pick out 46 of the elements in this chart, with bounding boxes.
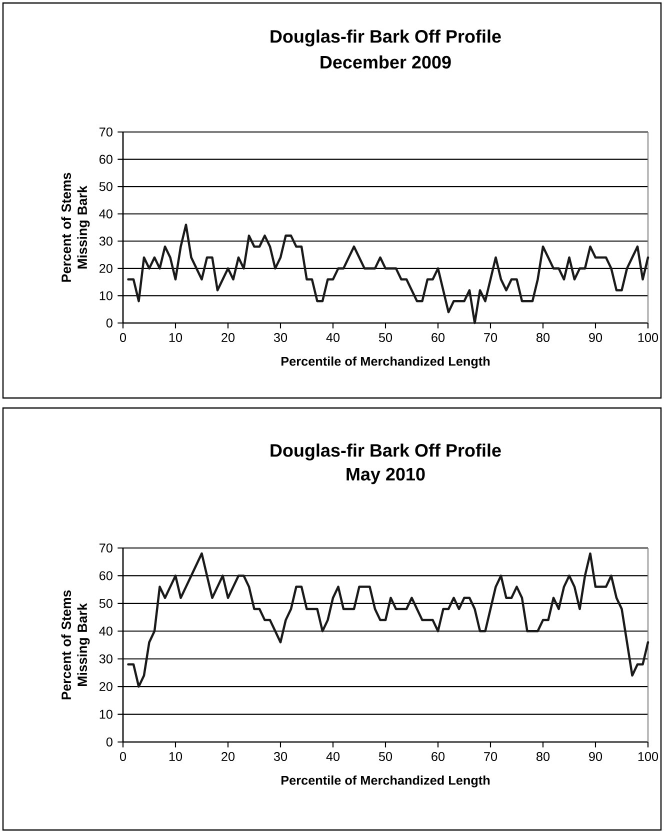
x-tick-label: 100	[638, 333, 658, 342]
y-tick-label: 50	[99, 182, 112, 192]
x-tick-label: 10	[169, 333, 182, 342]
x-tick-label: 30	[274, 333, 288, 342]
x-tick-label: 50	[378, 752, 392, 762]
x-tick-label: 100	[638, 752, 658, 762]
x-tick-label: 60	[432, 333, 445, 342]
chart-title: Douglas-fir Bark Off Profile	[270, 30, 501, 46]
y-tick-label: 70	[100, 544, 112, 552]
x-tick-label: 50	[378, 333, 392, 342]
y-axis-title: Percent of Stems Missing Bark	[61, 172, 90, 282]
x-tick-label: 90	[589, 752, 602, 762]
x-tick-label: 20	[222, 752, 235, 762]
y-tick-label: 0	[106, 738, 112, 746]
chart-subtitle: December 2009	[320, 55, 451, 69]
x-tick-label: 30	[274, 752, 288, 762]
x-tick-label: 80	[536, 333, 550, 342]
y-tick-label: 40	[99, 626, 112, 636]
y-tick-label: 20	[99, 264, 112, 273]
y-tick-label: 40	[99, 209, 112, 218]
x-axis-title: Percentile of Merchandized Length	[281, 356, 490, 368]
chart-subtitle: May 2010	[346, 468, 425, 484]
y-tick-label: 30	[99, 236, 112, 246]
x-tick-label: 10	[169, 752, 182, 762]
y-tick-label: 20	[99, 682, 112, 692]
x-tick-label: 20	[222, 333, 235, 342]
y-tick-label: 60	[100, 571, 112, 580]
x-tick-label: 60	[432, 752, 445, 762]
x-tick-label: 0	[120, 333, 126, 342]
x-tick-label: 0	[120, 752, 126, 762]
x-tick-label: 80	[536, 752, 550, 762]
y-tick-label: 60	[100, 154, 112, 164]
x-tick-label: 40	[326, 333, 340, 342]
y-tick-label: 50	[99, 598, 112, 608]
y-tick-label: 70	[100, 128, 112, 136]
y-tick-label: 10	[100, 710, 112, 719]
x-tick-label: 70	[484, 333, 498, 342]
y-tick-label: 10	[100, 291, 112, 300]
chart-title: Douglas-fir Bark Off Profile	[270, 444, 501, 460]
x-tick-label: 90	[589, 333, 602, 342]
y-tick-label: 30	[99, 654, 112, 664]
x-axis-title: Percentile of Merchandized Length	[281, 775, 490, 788]
y-axis-title: Percent of Stems Missing Bark	[61, 590, 90, 700]
y-tick-label: 0	[106, 318, 112, 328]
x-tick-label: 70	[484, 752, 498, 762]
x-tick-label: 40	[326, 752, 340, 762]
